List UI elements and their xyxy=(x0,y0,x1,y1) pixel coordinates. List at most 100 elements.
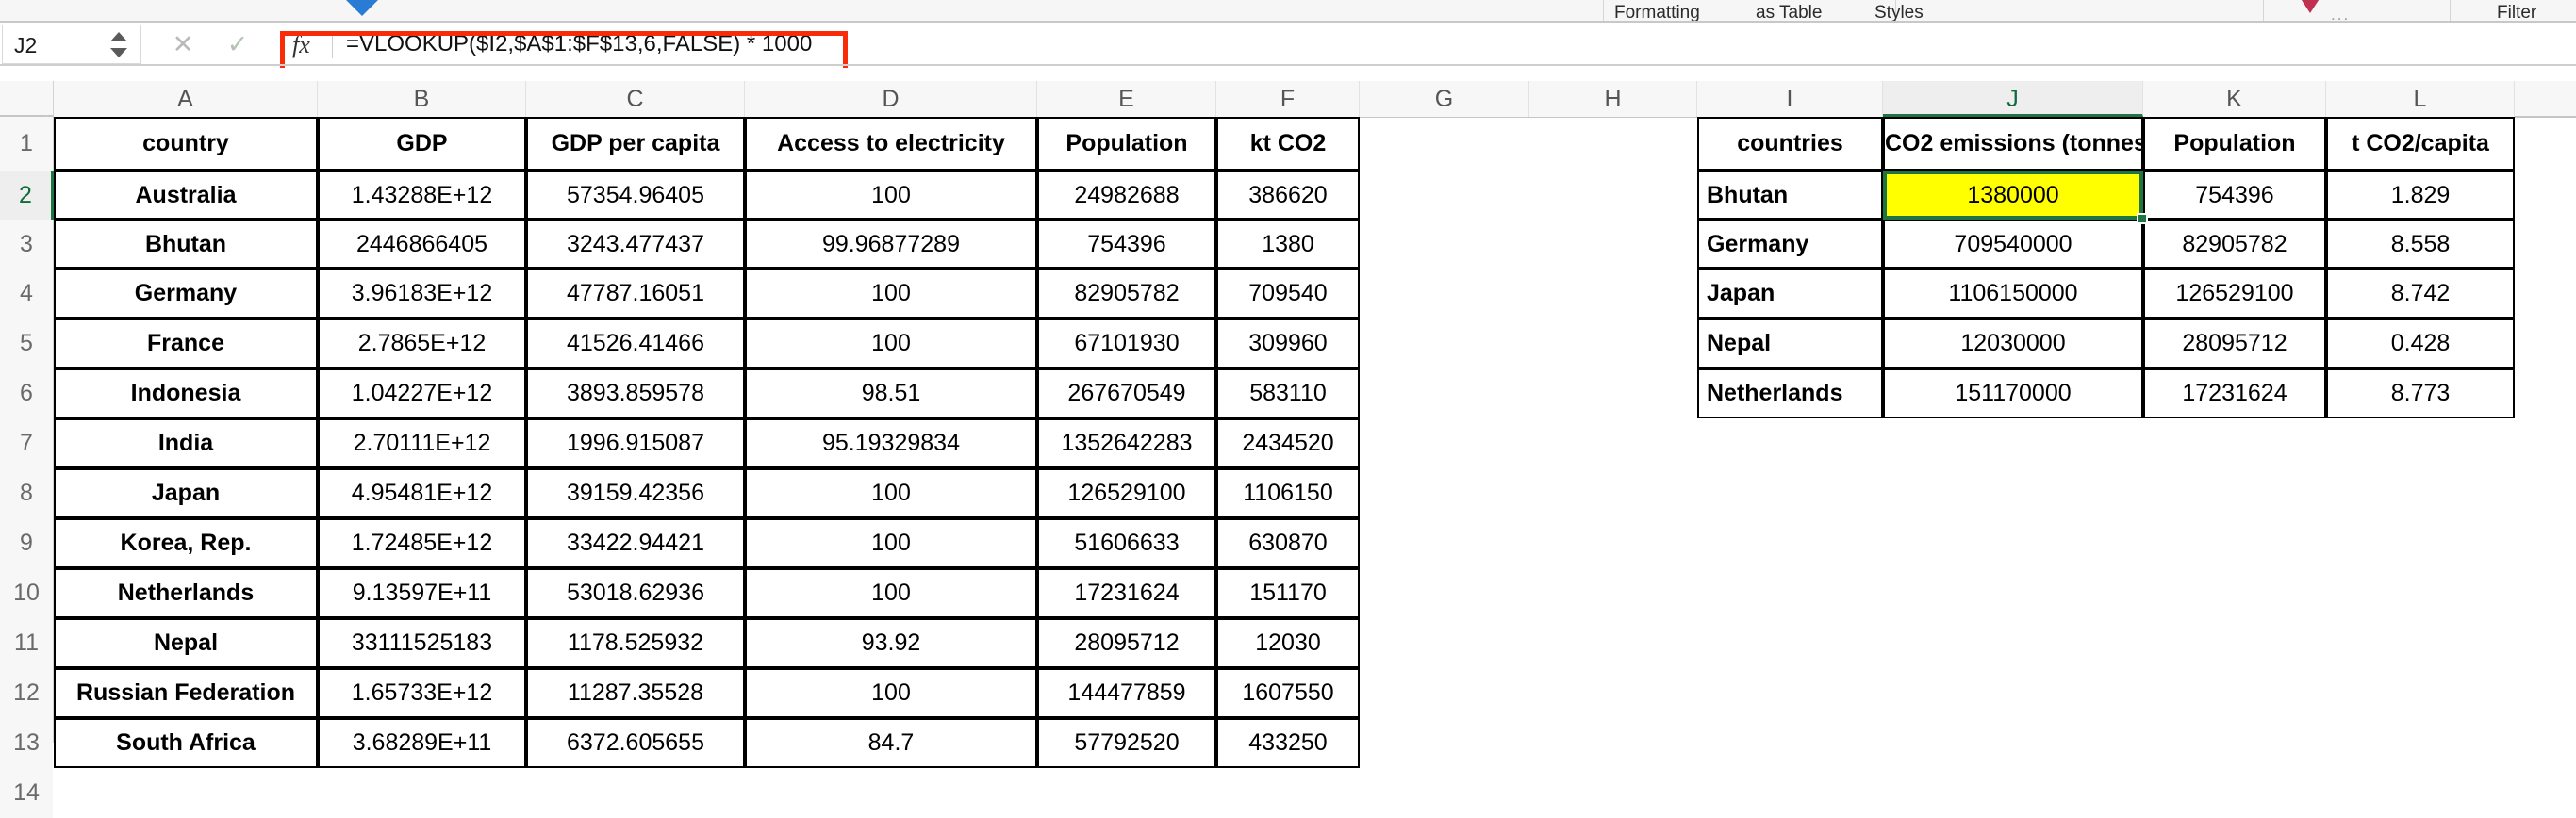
right-table-cell-r5-cI[interactable]: Nepal xyxy=(1697,319,1883,368)
left-table-cell-r7-cA[interactable]: India xyxy=(54,418,318,468)
left-table-cell-r8-cC[interactable]: 39159.42356 xyxy=(526,468,745,518)
left-table-cell-r11-cA[interactable]: Nepal xyxy=(54,618,318,668)
right-table-cell-r2-cJ[interactable]: 1380000 xyxy=(1883,171,2143,220)
left-table-cell-r13-cE[interactable]: 57792520 xyxy=(1037,718,1216,768)
column-header-e[interactable]: E xyxy=(1037,81,1216,117)
row-header-14[interactable]: 14 xyxy=(0,768,53,818)
left-table-cell-r9-cB[interactable]: 1.72485E+12 xyxy=(318,518,526,568)
column-header-k[interactable]: K xyxy=(2143,81,2326,117)
row-header-8[interactable]: 8 xyxy=(0,468,53,518)
left-table-cell-r5-cA[interactable]: France xyxy=(54,319,318,368)
left-table-cell-r10-cC[interactable]: 53018.62936 xyxy=(526,568,745,618)
left-table-cell-r2-cD[interactable]: 100 xyxy=(745,171,1037,220)
right-table-cell-r4-cK[interactable]: 126529100 xyxy=(2143,269,2326,319)
filter-funnel-icon[interactable] xyxy=(2298,0,2322,13)
left-table-cell-r11-cD[interactable]: 93.92 xyxy=(745,618,1037,668)
right-table-cell-r4-cJ[interactable]: 1106150000 xyxy=(1883,269,2143,319)
ribbon-label-filter[interactable]: Filter xyxy=(2497,3,2537,21)
column-header-h[interactable]: H xyxy=(1529,81,1697,117)
accept-formula-icon[interactable]: ✓ xyxy=(226,30,249,58)
left-table-cell-r3-cC[interactable]: 3243.477437 xyxy=(526,220,745,269)
right-table-cell-r6-cJ[interactable]: 151170000 xyxy=(1883,368,2143,418)
left-table-cell-r12-cD[interactable]: 100 xyxy=(745,668,1037,718)
right-table-cell-r6-cI[interactable]: Netherlands xyxy=(1697,368,1883,418)
row-header-11[interactable]: 11 xyxy=(0,618,53,668)
column-header-g[interactable]: G xyxy=(1360,81,1529,117)
right-table-cell-r3-cK[interactable]: 82905782 xyxy=(2143,220,2326,269)
left-table-cell-r8-cA[interactable]: Japan xyxy=(54,468,318,518)
left-table-cell-r4-cD[interactable]: 100 xyxy=(745,269,1037,319)
ribbon-label-styles[interactable]: Styles xyxy=(1874,3,1924,21)
row-header-10[interactable]: 10 xyxy=(0,568,53,618)
left-table-cell-r6-cA[interactable]: Indonesia xyxy=(54,368,318,418)
right-table-cell-r5-cJ[interactable]: 12030000 xyxy=(1883,319,2143,368)
ribbon-label-formatting[interactable]: Formatting xyxy=(1614,3,1700,21)
left-table-header-3[interactable]: Access to electricity xyxy=(745,117,1037,171)
left-table-cell-r3-cE[interactable]: 754396 xyxy=(1037,220,1216,269)
left-table-cell-r5-cD[interactable]: 100 xyxy=(745,319,1037,368)
left-table-cell-r12-cB[interactable]: 1.65733E+12 xyxy=(318,668,526,718)
left-table-cell-r7-cF[interactable]: 2434520 xyxy=(1216,418,1360,468)
row-header-6[interactable]: 6 xyxy=(0,368,53,418)
row-header-2[interactable]: 2 xyxy=(0,171,54,220)
left-table-cell-r2-cE[interactable]: 24982688 xyxy=(1037,171,1216,220)
right-table-cell-r4-cL[interactable]: 8.742 xyxy=(2326,269,2515,319)
left-table-cell-r8-cF[interactable]: 1106150 xyxy=(1216,468,1360,518)
column-header-d[interactable]: D xyxy=(745,81,1037,117)
spinner-down-icon[interactable] xyxy=(110,48,127,57)
right-table-header-1[interactable]: CO2 emissions (tonnes) xyxy=(1883,117,2143,171)
row-header-7[interactable]: 7 xyxy=(0,418,53,468)
left-table-cell-r6-cD[interactable]: 98.51 xyxy=(745,368,1037,418)
column-header-i[interactable]: I xyxy=(1697,81,1883,117)
spinner-up-icon[interactable] xyxy=(110,32,127,41)
row-header-12[interactable]: 12 xyxy=(0,668,53,718)
left-table-cell-r11-cC[interactable]: 1178.525932 xyxy=(526,618,745,668)
left-table-cell-r3-cA[interactable]: Bhutan xyxy=(54,220,318,269)
select-all-corner[interactable] xyxy=(0,81,54,130)
column-header-l[interactable]: L xyxy=(2326,81,2515,117)
cancel-formula-icon[interactable]: ✕ xyxy=(172,30,194,58)
left-table-cell-r5-cB[interactable]: 2.7865E+12 xyxy=(318,319,526,368)
left-table-cell-r4-cC[interactable]: 47787.16051 xyxy=(526,269,745,319)
left-table-cell-r10-cE[interactable]: 17231624 xyxy=(1037,568,1216,618)
column-header-a[interactable]: A xyxy=(54,81,318,117)
left-table-cell-r8-cE[interactable]: 126529100 xyxy=(1037,468,1216,518)
left-table-cell-r4-cB[interactable]: 3.96183E+12 xyxy=(318,269,526,319)
left-table-cell-r2-cA[interactable]: Australia xyxy=(54,171,318,220)
left-table-cell-r13-cB[interactable]: 3.68289E+11 xyxy=(318,718,526,768)
left-table-cell-r10-cD[interactable]: 100 xyxy=(745,568,1037,618)
left-table-cell-r5-cF[interactable]: 309960 xyxy=(1216,319,1360,368)
row-header-1[interactable]: 1 xyxy=(0,117,53,171)
left-table-cell-r9-cF[interactable]: 630870 xyxy=(1216,518,1360,568)
left-table-cell-r7-cD[interactable]: 95.19329834 xyxy=(745,418,1037,468)
right-table-cell-r4-cI[interactable]: Japan xyxy=(1697,269,1883,319)
left-table-cell-r2-cF[interactable]: 386620 xyxy=(1216,171,1360,220)
right-table-cell-r3-cJ[interactable]: 709540000 xyxy=(1883,220,2143,269)
left-table-header-5[interactable]: kt CO2 xyxy=(1216,117,1360,171)
ribbon-label-as-table[interactable]: as Table xyxy=(1756,3,1823,21)
name-box-spinner[interactable] xyxy=(110,30,127,60)
left-table-cell-r13-cD[interactable]: 84.7 xyxy=(745,718,1037,768)
function-fx-icon[interactable]: fx xyxy=(292,31,310,58)
left-table-cell-r6-cE[interactable]: 267670549 xyxy=(1037,368,1216,418)
right-table-cell-r3-cL[interactable]: 8.558 xyxy=(2326,220,2515,269)
row-header-3[interactable]: 3 xyxy=(0,220,53,269)
left-table-cell-r8-cD[interactable]: 100 xyxy=(745,468,1037,518)
left-table-cell-r12-cC[interactable]: 11287.35528 xyxy=(526,668,745,718)
column-header-f[interactable]: F xyxy=(1216,81,1360,117)
column-header-j[interactable]: J xyxy=(1883,81,2143,117)
left-table-cell-r3-cD[interactable]: 99.96877289 xyxy=(745,220,1037,269)
row-header-13[interactable]: 13 xyxy=(0,718,53,768)
left-table-cell-r5-cC[interactable]: 41526.41466 xyxy=(526,319,745,368)
left-table-cell-r12-cE[interactable]: 144477859 xyxy=(1037,668,1216,718)
left-table-cell-r7-cC[interactable]: 1996.915087 xyxy=(526,418,745,468)
left-table-cell-r10-cF[interactable]: 151170 xyxy=(1216,568,1360,618)
column-header-c[interactable]: C xyxy=(526,81,745,117)
right-table-header-2[interactable]: Population xyxy=(2143,117,2326,171)
left-table-header-4[interactable]: Population xyxy=(1037,117,1216,171)
right-table-header-0[interactable]: countries xyxy=(1697,117,1883,171)
left-table-cell-r9-cA[interactable]: Korea, Rep. xyxy=(54,518,318,568)
left-table-cell-r9-cD[interactable]: 100 xyxy=(745,518,1037,568)
left-table-cell-r12-cA[interactable]: Russian Federation xyxy=(54,668,318,718)
column-header-b[interactable]: B xyxy=(318,81,526,117)
